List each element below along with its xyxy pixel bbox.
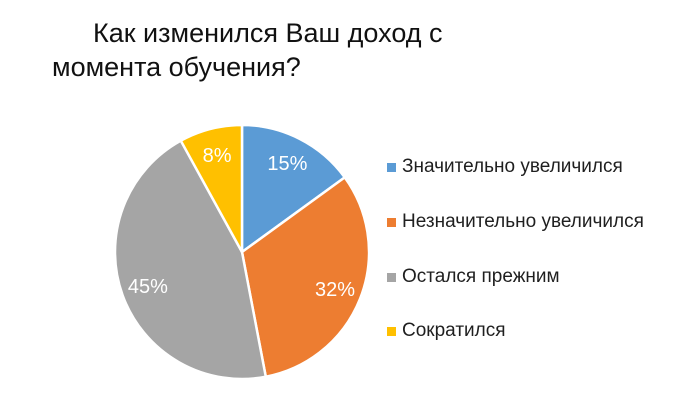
pie-chart: 15% 32% 45% 8% [113, 123, 371, 381]
legend-swatch-icon [387, 326, 396, 336]
slice-value-label: 32% [315, 279, 355, 301]
slice-value-label: 8% [203, 145, 232, 167]
legend-swatch-icon [387, 162, 396, 172]
legend-item-slightly-increased: Незначительно увеличился [387, 212, 644, 232]
legend: Значительно увеличился Незначительно уве… [387, 0, 687, 417]
pie-slice [240, 176, 371, 378]
chart-title: Как изменился Ваш доход с момента обучен… [52, 16, 492, 84]
legend-label: Сократился [402, 320, 506, 341]
legend-swatch-icon [387, 217, 396, 227]
legend-item-significantly-increased: Значительно увеличился [387, 157, 623, 177]
pie-slice [113, 139, 268, 381]
slice-value-label: 45% [128, 276, 168, 298]
pie-slice [179, 123, 244, 254]
legend-item-decreased: Сократился [387, 321, 506, 341]
legend-label: Остался прежним [402, 266, 560, 287]
slice-value-label: 15% [267, 153, 307, 175]
legend-item-remained-same: Остался прежним [387, 267, 560, 287]
legend-label: Значительно увеличился [402, 156, 623, 177]
chart-title-line1: Как изменился Ваш доход с [93, 18, 443, 48]
legend-label: Незначительно увеличился [402, 211, 644, 232]
pie-slice [240, 123, 346, 254]
chart-title-line2: момента обучения? [52, 52, 301, 82]
legend-swatch-icon [387, 272, 396, 282]
